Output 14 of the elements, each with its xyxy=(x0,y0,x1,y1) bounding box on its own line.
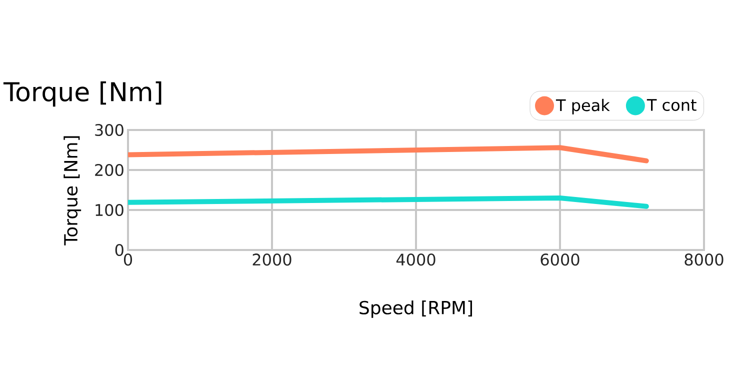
x-tick-label: 8000 xyxy=(684,254,724,266)
x-tick-label: 2000 xyxy=(252,254,292,266)
y-tick-label: 0 xyxy=(115,244,124,256)
y-axis-title: Torque [Nm] xyxy=(64,136,82,246)
legend-label: T peak xyxy=(556,98,610,114)
chart-title: Torque [Nm] xyxy=(3,81,162,107)
x-tick-label: 0 xyxy=(124,254,132,266)
legend-label: T cont xyxy=(646,99,696,111)
x-tick-label: 6000 xyxy=(540,254,580,266)
x-tick-label: 4000 xyxy=(396,254,436,266)
y-tick-label: 200 xyxy=(95,164,124,176)
y-tick-label: 100 xyxy=(96,204,124,216)
x-axis-title: Speed [RPM] xyxy=(360,300,472,318)
y-tick-label: 300 xyxy=(95,124,124,136)
